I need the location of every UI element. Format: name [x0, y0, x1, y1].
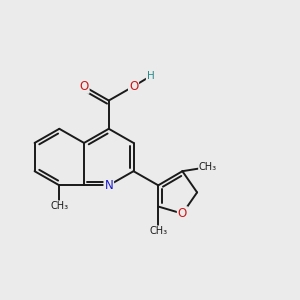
Text: CH₃: CH₃ — [149, 226, 167, 236]
Text: O: O — [129, 80, 138, 93]
Text: O: O — [80, 80, 89, 93]
Text: N: N — [104, 179, 113, 192]
Text: H: H — [147, 71, 154, 81]
Text: CH₃: CH₃ — [199, 162, 217, 172]
Text: CH₃: CH₃ — [50, 201, 68, 211]
Text: O: O — [178, 207, 187, 220]
